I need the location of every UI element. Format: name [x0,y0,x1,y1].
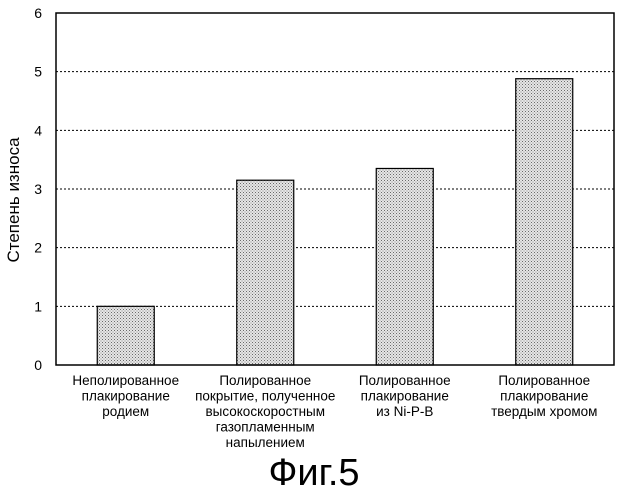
category-label: Полированноеплакированиетвердым хромом [491,373,597,419]
bar [237,180,294,365]
bar [376,168,433,365]
y-tick-label: 6 [34,5,42,21]
y-axis-label: Степень износа [4,137,23,263]
category-label-line: твердым хромом [491,404,597,419]
bars [97,79,573,365]
bar [516,79,573,365]
y-tick-label: 3 [34,181,42,197]
bar [97,306,154,365]
y-tick-labels: 0 1 2 3 4 5 6 [34,5,42,373]
y-tick-label: 1 [34,298,42,314]
figure-caption: Фиг.5 [0,452,628,495]
category-label-line: Неполированное [72,373,179,388]
category-label-line: плакирование [82,389,170,404]
category-label-line: плакирование [500,389,588,404]
category-label: Полированноеплакированиеиз Ni-P-B [359,373,451,419]
category-label-line: родием [102,404,149,419]
category-label-line: Полированное [498,373,590,388]
category-label-line: высокоскоростным [205,404,325,419]
category-label-line: напылением [226,435,305,450]
y-tick-label: 2 [34,240,42,256]
y-tick-label: 0 [34,357,42,373]
category-label: Полированноепокрытие, полученноевысокоск… [195,373,335,450]
category-label-line: плакирование [361,389,449,404]
category-label-line: из Ni-P-B [376,404,433,419]
category-label-line: покрытие, полученное [195,389,335,404]
category-labels: НеполированноеплакированиеродиемПолирова… [72,373,597,450]
category-label-line: газопламенным [216,420,315,435]
category-label-line: Полированное [219,373,311,388]
y-tick-label: 4 [34,122,42,138]
category-label-line: Полированное [359,373,451,388]
bar-chart: Степень износа 0123456 Неполированноепла… [0,0,628,450]
category-label: Неполированноеплакированиеродием [72,373,179,419]
y-tick-label: 5 [34,64,42,80]
